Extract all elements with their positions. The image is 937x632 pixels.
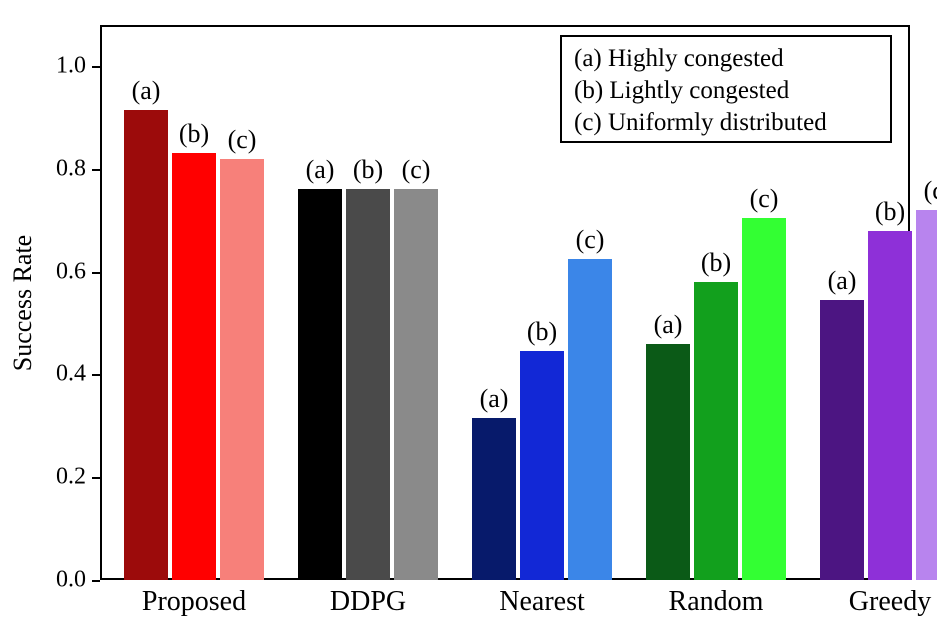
bar (742, 218, 786, 580)
group-label: Proposed (142, 586, 246, 618)
bar-letter: (b) (701, 248, 731, 278)
bar-letter: (c) (924, 176, 937, 206)
bar (520, 351, 564, 580)
ytick-label: 0.4 (0, 361, 86, 388)
bar (172, 153, 216, 580)
bar-letter: (a) (306, 155, 335, 185)
ytick-mark (92, 374, 100, 376)
ytick-mark (92, 272, 100, 274)
bar (646, 344, 690, 580)
bar-letter: (b) (875, 197, 905, 227)
ytick-mark (92, 66, 100, 68)
bar (220, 159, 264, 580)
bar-letter: (a) (654, 310, 683, 340)
bar (568, 259, 612, 580)
bar-letter: (a) (828, 266, 857, 296)
ytick-label: 0.0 (0, 567, 86, 594)
group-label: Greedy (849, 586, 931, 618)
ytick-label: 1.0 (0, 53, 86, 80)
bar-letter: (a) (132, 76, 161, 106)
bar (346, 189, 390, 580)
bar-letter: (a) (480, 384, 509, 414)
legend-item: (c) Uniformly distributed (574, 107, 890, 139)
bar (472, 418, 516, 580)
bar (394, 189, 438, 580)
bar-letter: (b) (527, 317, 557, 347)
bar (298, 189, 342, 580)
bar-letter: (c) (576, 225, 605, 255)
y-axis-label-text: Success Rate (8, 234, 37, 370)
figure: Success Rate (a) Highly congested(b) Lig… (0, 0, 937, 632)
group-label: DDPG (330, 586, 406, 618)
group-label: Nearest (499, 586, 585, 618)
ytick-label: 0.2 (0, 464, 86, 491)
bar (694, 282, 738, 580)
bar-letter: (c) (228, 125, 257, 155)
legend-item: (b) Lightly congested (574, 75, 890, 107)
ytick-label: 0.8 (0, 155, 86, 182)
ytick-mark (92, 477, 100, 479)
group-label: Random (669, 586, 764, 618)
ytick-label: 0.6 (0, 258, 86, 285)
bar (868, 231, 912, 580)
bar-letter: (b) (179, 119, 209, 149)
ytick-mark (92, 580, 100, 582)
y-axis-label: Success Rate (8, 234, 38, 370)
bar (124, 110, 168, 580)
ytick-mark (92, 169, 100, 171)
bar (820, 300, 864, 580)
legend: (a) Highly congested(b) Lightly congeste… (560, 35, 892, 143)
bar-letter: (c) (750, 184, 779, 214)
bar-letter: (b) (353, 155, 383, 185)
bar-letter: (c) (402, 155, 431, 185)
legend-item: (a) Highly congested (574, 43, 890, 75)
bar (916, 210, 937, 580)
